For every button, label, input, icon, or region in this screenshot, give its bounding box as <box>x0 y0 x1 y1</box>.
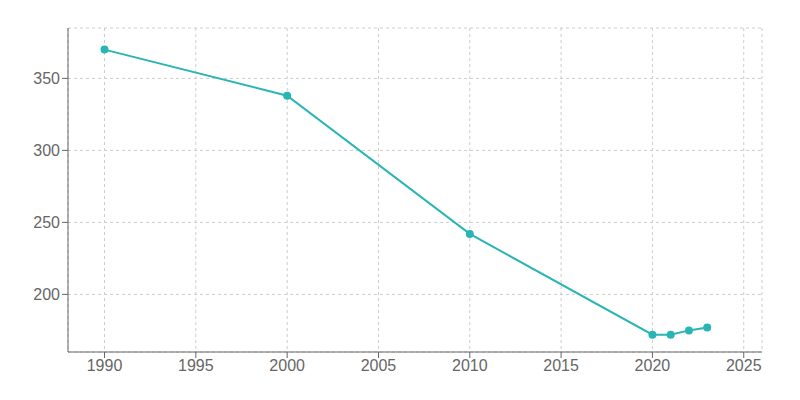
svg-text:250: 250 <box>33 214 60 231</box>
svg-text:2025: 2025 <box>726 357 762 374</box>
svg-text:200: 200 <box>33 286 60 303</box>
svg-text:2000: 2000 <box>269 357 305 374</box>
svg-text:300: 300 <box>33 142 60 159</box>
svg-text:2010: 2010 <box>452 357 488 374</box>
svg-text:2005: 2005 <box>361 357 397 374</box>
svg-text:2015: 2015 <box>543 357 579 374</box>
svg-text:2020: 2020 <box>635 357 671 374</box>
svg-text:350: 350 <box>33 70 60 87</box>
svg-text:1990: 1990 <box>87 357 123 374</box>
svg-text:1995: 1995 <box>178 357 214 374</box>
